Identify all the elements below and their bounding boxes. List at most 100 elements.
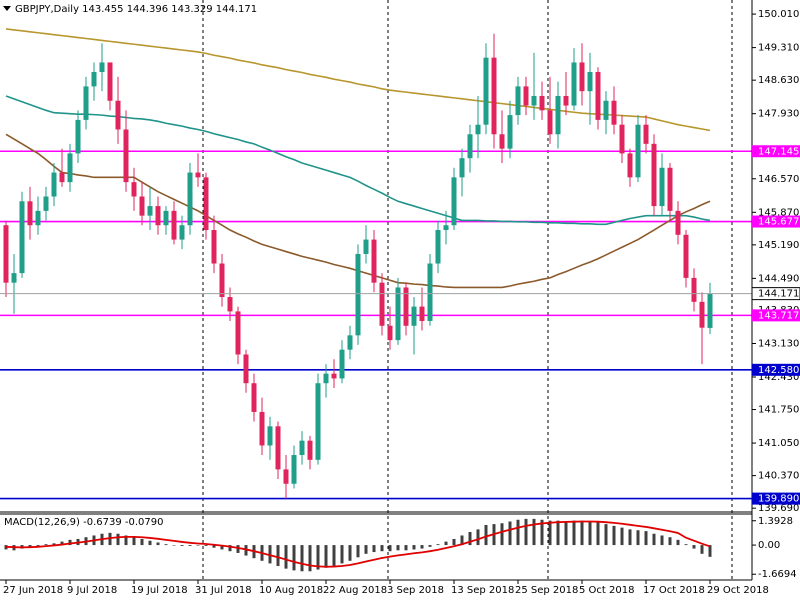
macd-bar — [556, 520, 560, 546]
candle-body — [123, 129, 129, 183]
candle-body — [187, 172, 193, 226]
candle-body — [35, 210, 41, 226]
macd-bar — [468, 531, 472, 546]
candle-body — [131, 182, 137, 197]
macd-bar — [68, 539, 72, 546]
macd-bar — [604, 524, 608, 546]
candle-body — [347, 335, 353, 350]
x-tick-label: 22 Aug 2018 — [323, 585, 387, 596]
candle-body — [235, 311, 241, 355]
candle-body — [243, 354, 249, 384]
macd-bar — [404, 545, 408, 551]
macd-bar — [172, 545, 176, 546]
candle-body — [379, 282, 385, 326]
y-tick-label: 140.370 — [758, 471, 799, 482]
candle-body — [315, 383, 321, 460]
macd-bar — [532, 518, 536, 546]
candle-body — [475, 124, 481, 135]
candle-body — [643, 124, 649, 144]
level-label: 143.717 — [758, 310, 799, 321]
macd-bar — [700, 545, 704, 554]
candle-body — [291, 455, 297, 484]
candle-body — [699, 301, 705, 328]
candle-body — [451, 177, 457, 226]
macd-bar — [316, 545, 320, 570]
candle-body — [675, 210, 681, 235]
macd-bar — [436, 544, 440, 546]
candle-body — [603, 100, 609, 120]
candle-body — [267, 426, 273, 446]
candle-body — [691, 277, 697, 302]
macd-bar — [388, 545, 392, 552]
macd-bar — [276, 545, 280, 567]
macd-bar — [148, 540, 152, 546]
candle-body — [443, 225, 449, 231]
x-tick-label: 5 Oct 2018 — [579, 585, 634, 596]
macd-bar — [628, 529, 632, 546]
candle-body — [67, 153, 73, 183]
macd-bar — [612, 525, 616, 546]
candle-body — [627, 153, 633, 178]
macd-bar — [28, 545, 32, 547]
period-separators — [202, 0, 733, 580]
level-label-box — [752, 492, 800, 505]
candle-body — [115, 100, 121, 130]
candle-body — [147, 206, 153, 216]
candle-body — [707, 293, 713, 328]
candle-body — [651, 143, 657, 207]
macd-bar — [580, 520, 584, 546]
y-tick-label: 144.490 — [758, 273, 799, 284]
candle-body — [19, 201, 25, 274]
macd-bar — [476, 529, 480, 546]
macd-bar — [308, 545, 312, 572]
candle-body — [139, 196, 145, 216]
menu-icon[interactable] — [3, 6, 11, 11]
y-tick-label: 143.130 — [758, 338, 799, 349]
macd-bar — [572, 520, 576, 546]
macd-bar — [620, 527, 624, 546]
candle-body — [83, 86, 89, 120]
candle-body — [283, 469, 289, 484]
last-price-box — [751, 287, 800, 301]
macd-bar — [364, 545, 368, 554]
candle-body — [667, 167, 673, 211]
candle-body — [531, 95, 537, 106]
macd-bar — [380, 545, 384, 552]
y-tick-label: 150.010 — [758, 9, 799, 20]
macd-bar — [372, 545, 376, 553]
candle-body — [51, 172, 57, 197]
candle-body — [435, 230, 441, 264]
candle-body — [403, 287, 409, 326]
candle-body — [499, 134, 505, 149]
candle-body — [107, 62, 113, 101]
x-tick-label: 10 Aug 2018 — [259, 585, 323, 596]
candle-body — [507, 115, 513, 149]
candle-body — [299, 440, 305, 456]
y-tick-label: 145.190 — [758, 240, 799, 251]
level-label-box — [752, 145, 800, 158]
macd-bar — [508, 521, 512, 546]
macd-bar — [340, 545, 344, 564]
candle-body — [635, 124, 641, 178]
indicator-title: MACD(12,26,9) -0.6739 -0.0790 — [4, 517, 164, 528]
candle-body — [339, 349, 345, 379]
moving-average — [5, 28, 711, 132]
macd-bar — [292, 545, 296, 571]
candle-body — [307, 440, 313, 460]
candle-body — [459, 158, 465, 178]
candle-body — [259, 411, 265, 446]
macd-bar — [460, 535, 464, 546]
candle-body — [547, 110, 553, 135]
candle-body — [587, 72, 593, 92]
macd-bar — [420, 545, 424, 549]
macd-bar — [180, 545, 184, 546]
y-tick-label: -1.6694 — [758, 569, 797, 580]
candle-body — [555, 95, 561, 135]
candle-body — [155, 206, 161, 226]
macd-bar — [44, 544, 48, 546]
x-tick-label: 17 Oct 2018 — [643, 585, 705, 596]
x-tick-label: 9 Jul 2018 — [67, 585, 117, 596]
y-tick-label: 142.430 — [758, 372, 799, 383]
candle-body — [11, 273, 17, 283]
candle-body — [571, 62, 577, 106]
